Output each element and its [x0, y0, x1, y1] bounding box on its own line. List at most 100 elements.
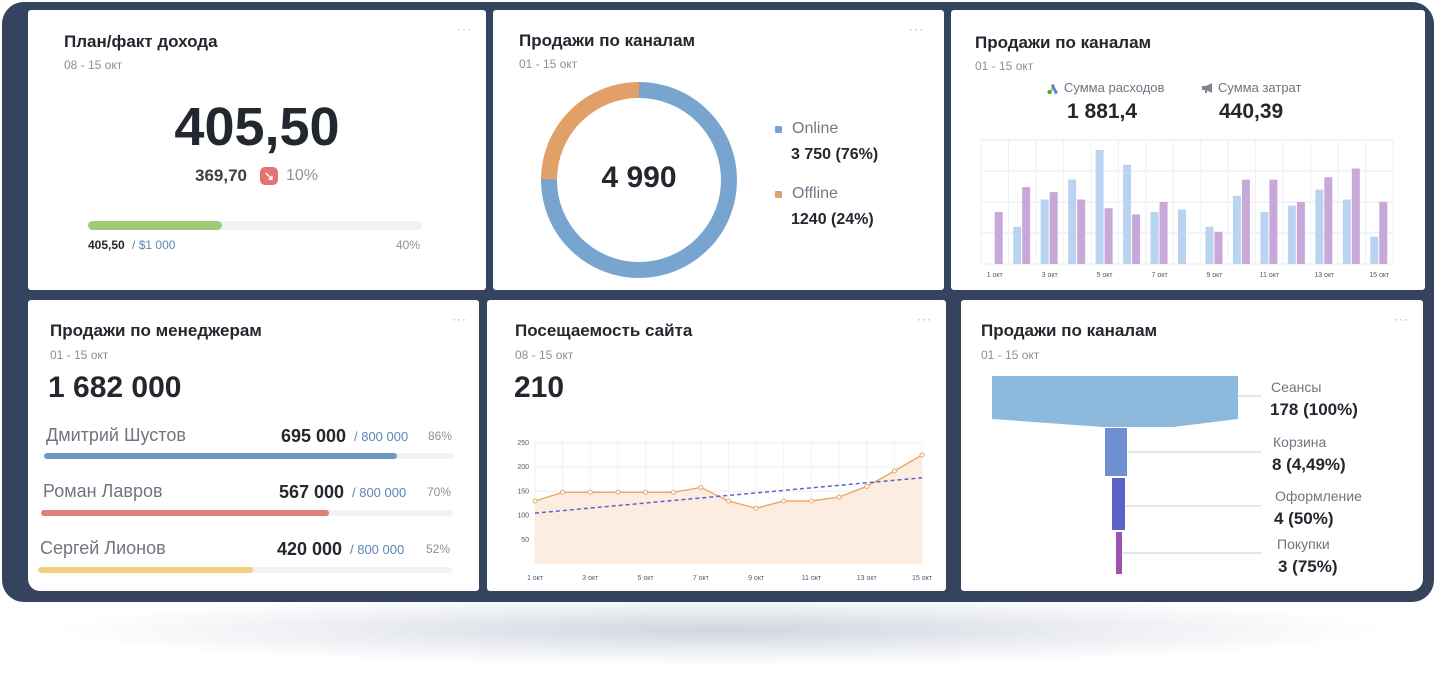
previous-value: 369,70 — [195, 166, 247, 185]
card-title: Продажи по каналам — [981, 321, 1158, 340]
traffic-point — [726, 498, 731, 504]
card-site-traffic: Посещаемость сайта 08 - 15 окт ··· 210 5… — [487, 300, 946, 591]
x-tick-label: 13 окт — [857, 575, 878, 582]
card-period: 01 - 15 окт — [975, 59, 1034, 73]
manager-progress-fill — [38, 567, 254, 573]
trend-line — [534, 476, 923, 514]
bar — [1324, 177, 1333, 264]
traffic-point — [864, 483, 870, 489]
x-tick-label: 1 окт — [527, 575, 544, 582]
legend-online-value: 3 750 (76%) — [791, 146, 879, 163]
progress-label: 405,50 / $1 000 — [88, 238, 175, 252]
y-tick-label: 250 — [517, 440, 529, 447]
card-title: План/факт дохода — [64, 32, 218, 51]
progress-current: 405,50 — [88, 238, 125, 252]
manager-percent: 70% — [427, 485, 452, 499]
x-tick-label: 15 окт — [1369, 272, 1390, 279]
donut-slice-offline — [541, 81, 737, 278]
y-tick-label: 50 — [521, 537, 529, 544]
legend-offline-name: Offline — [792, 185, 838, 202]
bar — [1150, 211, 1159, 264]
dashboard-frame: План/факт дохода 08 - 15 окт ··· 405,50 … — [2, 2, 1434, 602]
traffic-point — [670, 489, 676, 495]
bar — [994, 211, 1003, 264]
donut-total: 4 990 — [601, 161, 677, 194]
card-title: Посещаемость сайта — [515, 321, 693, 340]
kpi2-label: Сумма затрат — [1218, 80, 1302, 95]
bar — [1049, 192, 1058, 264]
x-tick-label: 11 окт — [802, 575, 822, 582]
manager-name: Дмитрий Шустов — [46, 425, 186, 445]
y-tick-label: 100 — [517, 513, 529, 520]
manager-value: 420 000 — [277, 539, 343, 559]
bar — [1022, 187, 1031, 264]
progress-fill — [88, 221, 222, 230]
legend-online-name: Online — [792, 120, 839, 137]
manager-progress-track — [41, 510, 453, 516]
manager-name: Сергей Лионов — [40, 538, 166, 558]
traffic-point — [753, 505, 759, 511]
traffic-point — [808, 498, 814, 504]
progress-track — [88, 221, 422, 230]
traffic-area — [535, 454, 922, 564]
ellipsis-icon[interactable]: ··· — [457, 22, 472, 36]
traffic-point — [781, 498, 787, 504]
traffic-point — [891, 468, 897, 474]
manager-value: 567 000 — [279, 482, 345, 502]
ellipsis-icon[interactable]: ··· — [1394, 312, 1409, 326]
manager-plan: / 800 000 — [354, 429, 409, 444]
y-tick-label: 200 — [517, 464, 529, 471]
traffic-point — [560, 489, 566, 495]
manager-percent: 86% — [428, 429, 453, 443]
x-tick-label: 7 окт — [1151, 272, 1168, 279]
manager-progress-track — [44, 453, 454, 459]
card-period: 01 - 15 окт — [50, 348, 109, 362]
bar-chart: 1 окт 3 окт 5 окт 7 окт 9 окт 11 окт 13 окт 15 … — [980, 139, 1394, 279]
x-tick-label: 9 окт — [1206, 272, 1223, 279]
card-period: 01 - 15 окт — [981, 348, 1040, 362]
bar — [1123, 164, 1132, 264]
x-tick-label: 15 окт — [912, 575, 933, 582]
bar — [1351, 168, 1360, 264]
legend-offline-swatch — [775, 191, 782, 198]
bar — [1287, 205, 1296, 264]
funnel-stage-label: Оформление — [1275, 488, 1362, 504]
x-tick-label: 3 окт — [582, 575, 599, 582]
legend-online-swatch — [775, 126, 782, 133]
managers-total: 1 682 000 — [48, 371, 182, 404]
manager-progress-track — [38, 567, 452, 573]
traffic-point — [615, 489, 621, 495]
funnel-stage-2 — [1105, 428, 1127, 476]
manager-name: Роман Лавров — [43, 481, 163, 501]
change-percent: 10% — [286, 167, 319, 184]
bar — [1104, 208, 1113, 264]
funnel-stage-value: 8 (4,49%) — [1272, 455, 1346, 474]
kpi1-label: Сумма расходов — [1064, 80, 1165, 95]
ellipsis-icon[interactable]: ··· — [909, 22, 924, 36]
card-period: 08 - 15 окт — [64, 58, 123, 72]
manager-value: 695 000 — [281, 426, 347, 446]
manager-progress-fill — [44, 453, 397, 459]
card-title: Продажи по менеджерам — [50, 321, 262, 340]
bar — [1159, 202, 1168, 264]
ellipsis-icon[interactable]: ··· — [452, 312, 467, 326]
card-managers: Продажи по менеджерам 01 - 15 окт ··· 1 … — [28, 300, 479, 591]
bar — [1379, 202, 1388, 264]
bar — [1342, 199, 1351, 264]
manager-plan: / 800 000 — [350, 542, 405, 557]
traffic-point — [643, 489, 649, 495]
bar — [1214, 231, 1223, 264]
progress-percent: 40% — [396, 238, 421, 252]
google-ads-icon — [1047, 81, 1059, 94]
donut-chart — [541, 81, 737, 278]
bar — [1315, 189, 1324, 264]
bar — [1260, 211, 1269, 264]
megaphone-icon — [1201, 81, 1215, 93]
bar — [1013, 226, 1022, 264]
traffic-point — [698, 484, 704, 490]
bar — [1296, 202, 1305, 264]
line-chart: 50 100 150 200 250 1 окт 3 окт 5 окт 7 окт 9 окт 1… — [517, 438, 933, 582]
bar — [1241, 179, 1250, 264]
card-funnel: Продажи по каналам 01 - 15 окт ··· Сеанс… — [961, 300, 1423, 591]
ellipsis-icon[interactable]: ··· — [917, 312, 932, 326]
